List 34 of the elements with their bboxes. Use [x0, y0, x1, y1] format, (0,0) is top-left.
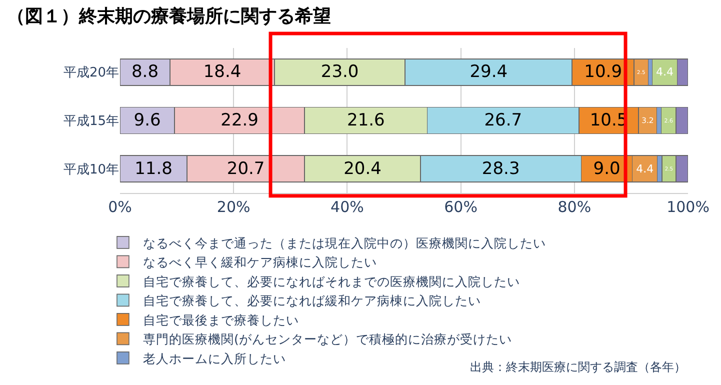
legend-label: なるべく早く緩和ケア病棟に入院したい	[142, 254, 377, 270]
x-tick-label: 20%	[216, 198, 250, 216]
data-label: 9.0	[593, 158, 620, 179]
data-label: 29.4	[470, 62, 508, 82]
data-label: 4.4	[636, 162, 654, 176]
data-label: 18.4	[203, 62, 242, 82]
data-label: 10.9	[584, 62, 622, 82]
data-label: 23.0	[320, 62, 359, 82]
data-label: 20.7	[226, 158, 265, 179]
data-label: 4.4	[656, 66, 674, 79]
data-label: 22.9	[220, 110, 258, 130]
x-tick-label: 60%	[444, 198, 478, 216]
legend-label: 自宅で療養して、必要になればそれまでの医療機関に入院したい	[142, 274, 520, 289]
legend-label: 老人ホームに入所したい	[142, 350, 286, 366]
chart-title: （図１）終末期の療養場所に関する希望	[7, 6, 332, 28]
data-label: 21.6	[347, 110, 385, 130]
legend-label: 自宅で最後まで療養したい	[142, 312, 299, 328]
y-tick-label: 平成20年	[63, 66, 119, 81]
x-tick-label: 40%	[330, 198, 364, 216]
source-note: 出典：終末期医療に関する調査（各年）	[470, 360, 686, 374]
y-tick-label: 平成10年	[63, 162, 119, 178]
data-label: 11.8	[134, 158, 172, 179]
legend-label: 自宅で療養して、必要になれば緩和ケア病棟に入院したい	[142, 293, 481, 308]
x-tick-label: 100%	[666, 198, 710, 216]
data-label: 20.4	[344, 158, 382, 179]
x-tick-label: 80%	[558, 198, 592, 216]
data-label: 8.8	[131, 62, 159, 82]
x-tick-label: 0%	[108, 198, 132, 216]
y-tick-label: 平成15年	[63, 114, 119, 130]
data-label: 28.3	[482, 158, 520, 179]
data-label: 9.6	[134, 110, 161, 130]
data-label: 26.7	[484, 110, 522, 130]
legend-label: なるべく今まで通った（または現在入院中の）医療機関に入院したい	[142, 235, 546, 250]
legend-label: 専門的医療機関(がんセンターなど）で積極的に治療が受けたい	[142, 332, 512, 347]
